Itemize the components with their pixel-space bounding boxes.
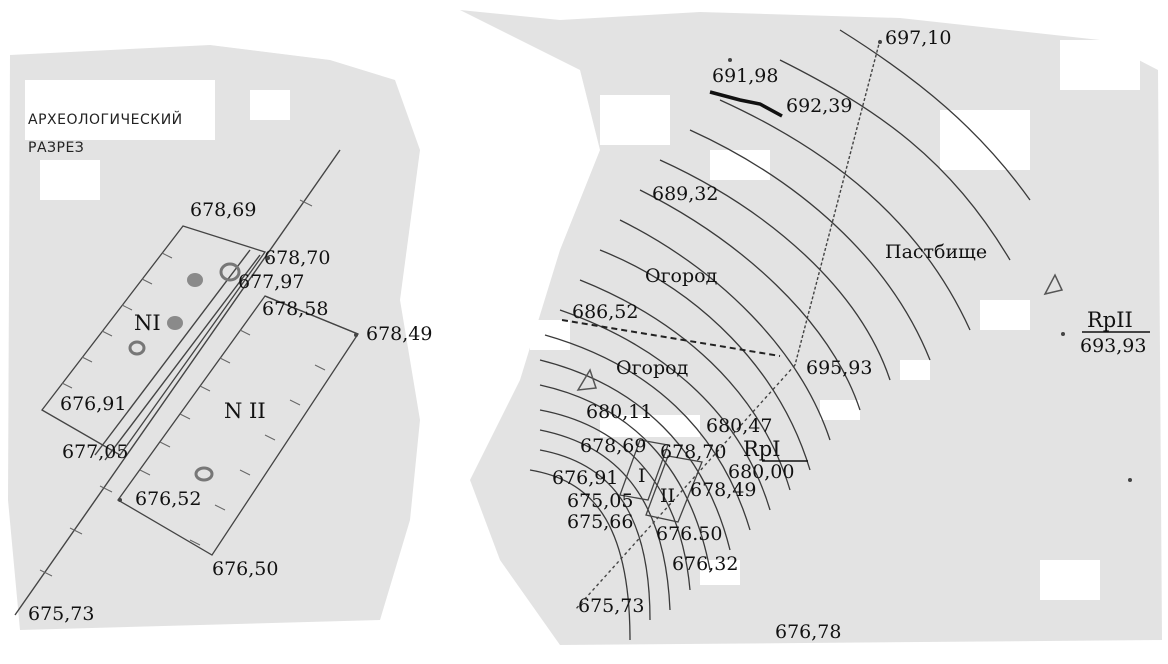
elev-678-49-r: 678,49 (690, 479, 756, 501)
trench-ii-outline (645, 455, 703, 523)
contour-lines (529, 29, 1031, 641)
elev-692-39: 692,39 (786, 95, 852, 117)
benchmark-rpii-value: 693,93 (1080, 335, 1146, 357)
elev-678-70: 678,70 (264, 247, 330, 269)
area-garden-lower-label: Огород (616, 357, 688, 379)
elev-678-69-r: 678,69 (580, 435, 646, 457)
elev-680-11: 680,11 (586, 401, 652, 423)
elev-697-10: 697,10 (885, 27, 951, 49)
elev-689-32: 689,32 (652, 183, 718, 205)
elev-676-91: 676,91 (60, 393, 126, 415)
ridge-line (709, 90, 783, 118)
trench-finds (128, 262, 241, 482)
elev-678-70-r: 678,70 (660, 441, 726, 463)
trench-n2-top (264, 295, 359, 335)
trench-n1-label: NI (134, 311, 161, 335)
trench-n2-label: N II (224, 399, 266, 423)
elev-676-32: 676,32 (672, 553, 738, 575)
section-axis (14, 149, 341, 616)
profile-axis-lower (574, 364, 796, 611)
elev-677-05: 677,05 (62, 441, 128, 463)
trench-ticks (39, 199, 326, 577)
elev-678-58: 678,58 (262, 298, 328, 320)
elev-678-49: 678,49 (366, 323, 432, 345)
area-pasture-label: Пастбище (885, 241, 987, 263)
left-labels: 678,69 678,70 677,97 678,58 678,49 676,9… (28, 199, 432, 625)
area-garden-upper-label: Огород (645, 265, 717, 287)
right-labels: 697,10 691,98 692,39 689,32 686,52 695,9… (552, 27, 1146, 643)
elev-695-93: 695,93 (806, 357, 872, 379)
elev-675-66: 675,66 (567, 511, 633, 533)
left-panel (14, 149, 359, 616)
trench-i-outline (619, 439, 669, 501)
tree-symbols (576, 273, 1064, 391)
elev-676-78: 676,78 (775, 621, 841, 643)
elev-677-97: 677,97 (238, 271, 304, 293)
benchmark-rpi-name: RpI (743, 437, 781, 461)
elev-675-73: 675,73 (28, 603, 94, 625)
elev-676-91-r: 676,91 (552, 467, 618, 489)
elev-678-69: 678,69 (190, 199, 256, 221)
section-title-line2: РАЗРЕЗ (28, 140, 84, 156)
elev-675-73-r: 675,73 (578, 595, 644, 617)
garden-boundary (561, 319, 781, 357)
section-title: АРХЕОЛОГИЧЕСКИЙ РАЗРЕЗ (28, 110, 183, 156)
elev-686-52: 686,52 (572, 301, 638, 323)
elev-676-52: 676,52 (135, 488, 201, 510)
trench-i-label: I (638, 465, 646, 487)
elev-676-50-r: 676.50 (656, 523, 722, 545)
trench-n1-outline (41, 225, 267, 456)
elev-691-98: 691,98 (712, 65, 778, 87)
section-title-line1: АРХЕОЛОГИЧЕСКИЙ (28, 110, 183, 128)
trench-divider-a (94, 249, 251, 456)
benchmark-rpii-name: RpII (1087, 308, 1133, 332)
trench-ii-label: II (660, 485, 675, 507)
survey-points (118, 40, 1132, 502)
elev-675-05: 675,05 (567, 490, 633, 512)
right-panel (529, 29, 1150, 641)
elev-676-50: 676,50 (212, 558, 278, 580)
profile-axis-upper (794, 39, 881, 366)
terrain-gaps (25, 40, 1140, 600)
elev-680-47: 680,47 (706, 415, 772, 437)
benchmark-rpi-value: 680,00 (728, 461, 794, 483)
trench-divider-b (104, 254, 261, 461)
